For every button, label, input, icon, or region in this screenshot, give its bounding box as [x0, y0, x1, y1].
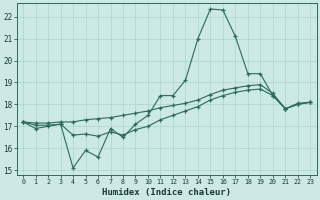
- X-axis label: Humidex (Indice chaleur): Humidex (Indice chaleur): [102, 188, 231, 197]
